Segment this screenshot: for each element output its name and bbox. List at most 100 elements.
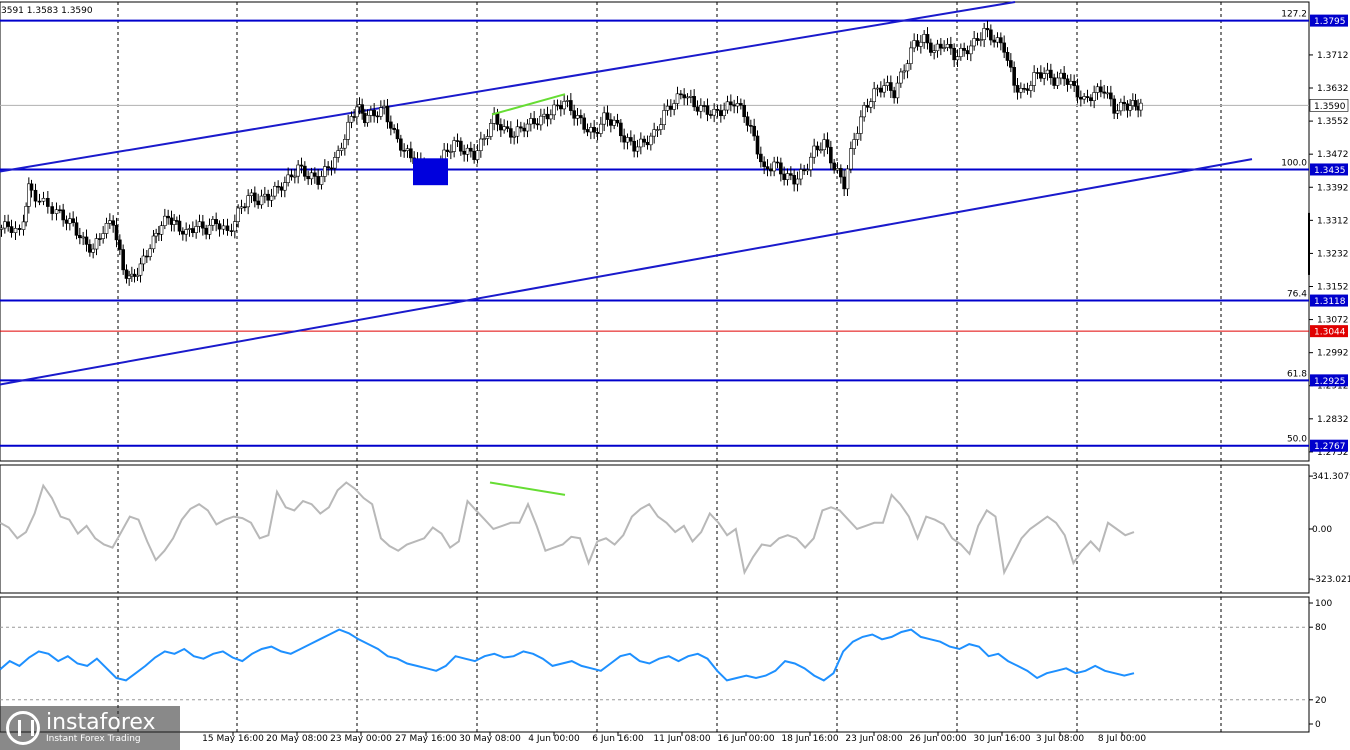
time-axis: 15 May 16:00 20 May 08:00 23 May 00:00 27 M…: [202, 732, 1146, 744]
brand-logo: instaforex Instant Forex Trading: [0, 706, 180, 750]
candle-body: [217, 223, 222, 230]
candle-body: [84, 236, 89, 245]
candle-body: [124, 269, 129, 279]
candle-body: [865, 105, 870, 108]
candle-body: [575, 115, 580, 119]
current-price-label: 1.3590: [1314, 102, 1346, 112]
candle-body: [649, 135, 653, 146]
candle-body: [154, 232, 158, 237]
candle-body: [283, 182, 287, 191]
candle-body: [625, 137, 630, 143]
candle-body: [925, 34, 930, 44]
candle-body: [499, 124, 503, 131]
candle-body: [191, 228, 195, 233]
candle-body: [502, 126, 506, 131]
candle-body: [985, 28, 990, 31]
candle-body: [949, 44, 953, 49]
time-tick-label: 30 Jun 16:00: [973, 734, 1030, 744]
candle-body: [1112, 98, 1116, 114]
candle-body: [919, 41, 923, 47]
candle-body: [542, 113, 546, 117]
cci-line: [0, 481, 1135, 576]
candle-body: [662, 110, 666, 125]
candle-body: [539, 115, 543, 126]
candle-body: [1069, 80, 1073, 85]
candle-body: [207, 224, 212, 235]
candle-body: [61, 209, 65, 221]
candle-body: [519, 126, 523, 129]
candle-body: [802, 169, 806, 172]
candle-body: [313, 172, 317, 177]
candle-body: [94, 238, 99, 250]
time-tick-label: 4 Jun 00:00: [528, 734, 580, 744]
candle-body: [78, 235, 82, 239]
candles: [0, 20, 1310, 286]
candle-body: [172, 220, 176, 225]
candle-body: [127, 275, 131, 279]
candle-body: [1109, 92, 1113, 100]
price-tick-label: 1.3312: [1317, 216, 1349, 226]
candle-body: [659, 124, 663, 130]
candle-body: [485, 136, 490, 139]
candle-body: [912, 40, 916, 49]
candle-body: [885, 82, 890, 86]
candle-body: [829, 146, 833, 164]
candle-body: [559, 105, 563, 110]
candle-body: [739, 103, 743, 106]
candle-body: [343, 139, 347, 149]
candle-body: [992, 39, 996, 43]
candle-body: [151, 235, 156, 250]
candle-body: [825, 139, 830, 148]
candle-body: [879, 87, 883, 93]
candle-body: [141, 255, 146, 265]
time-tick-label: 3 Jul 08:00: [1036, 734, 1085, 744]
candle-body: [1045, 69, 1050, 74]
candle-body: [399, 138, 403, 151]
candle-body: [782, 173, 786, 180]
candle-body: [589, 127, 593, 133]
time-tick-label: 26 Jun 00:00: [909, 734, 966, 744]
cci-tick-label: 0.00: [1312, 525, 1332, 535]
candle-body: [769, 168, 773, 172]
candle-body: [159, 225, 164, 235]
price-tag: [1310, 325, 1348, 338]
candle-body: [236, 207, 240, 222]
candle-body: [104, 223, 109, 234]
candle-body: [615, 119, 620, 124]
candle-body: [37, 200, 42, 203]
fib-label: 127.2: [1281, 10, 1307, 20]
candle-body: [469, 147, 473, 152]
candle-body: [276, 185, 280, 188]
candle-body: [389, 121, 393, 129]
candle-body: [233, 221, 237, 232]
candle-body: [1009, 60, 1013, 68]
candle-body: [862, 105, 866, 118]
candle-body: [382, 105, 386, 108]
rsi-panel: [0, 596, 1310, 733]
logo-icon: [6, 711, 40, 745]
candle-body: [845, 168, 850, 190]
candle-body: [243, 206, 247, 209]
candle-body: [296, 164, 300, 177]
candle-body: [355, 106, 359, 118]
channel-upper-line: [0, 1, 1016, 173]
candle-body: [68, 218, 72, 224]
candle-body: [815, 145, 820, 151]
candle-body: [3, 221, 7, 229]
time-tick-label: 30 May 08:00: [459, 734, 521, 744]
candle-body: [585, 129, 590, 133]
candle-body: [462, 150, 466, 155]
candle-body: [602, 112, 606, 125]
candle-body: [765, 166, 770, 170]
candle-body: [455, 140, 460, 142]
cci-indicator: 341.3079 0.00 -323.021: [0, 472, 1350, 585]
candle-body: [346, 121, 350, 140]
fib-label: 76.4: [1287, 290, 1307, 300]
candle-body: [88, 244, 92, 253]
candle-body: [475, 150, 480, 160]
candle-body: [1052, 77, 1056, 86]
candle-body: [572, 110, 576, 119]
price-overlays: [413, 93, 566, 186]
candle-body: [46, 197, 50, 207]
candle-body: [392, 127, 396, 130]
